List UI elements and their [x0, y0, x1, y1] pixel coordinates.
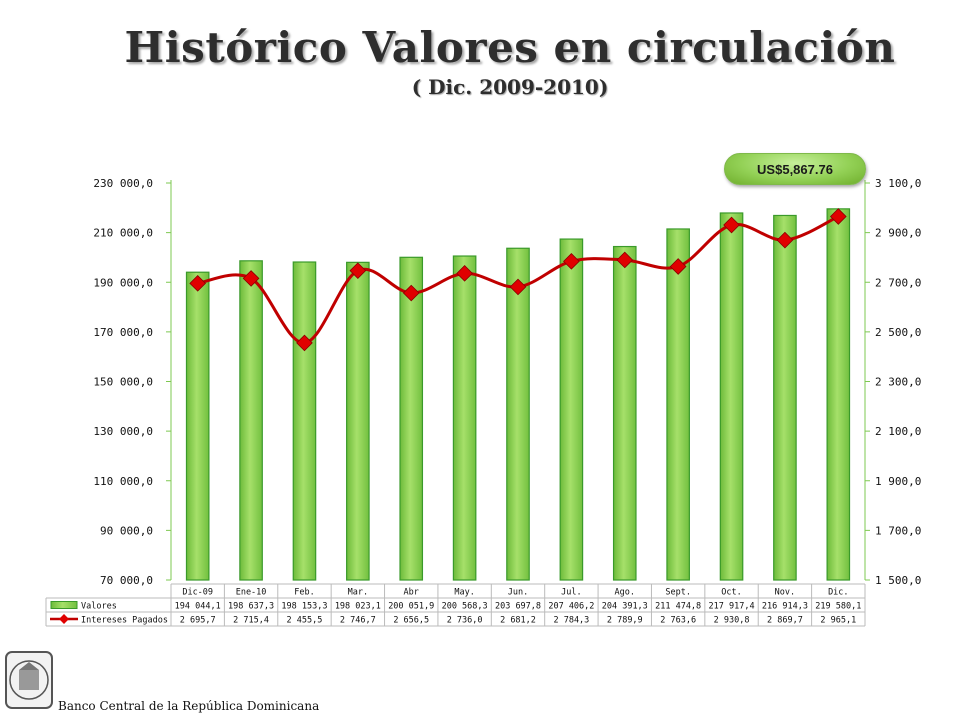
right-tick-label: 2 900,0: [875, 227, 921, 240]
line-marker: [669, 258, 687, 275]
right-tick-label: 2 100,0: [875, 425, 921, 438]
line-marker: [509, 278, 527, 296]
left-tick-label: 190 000,0: [93, 276, 153, 289]
category-label: Oct.: [721, 588, 741, 598]
data-label-valores: 203 697,8: [495, 602, 541, 612]
data-label-valores: 198 637,3: [228, 602, 274, 612]
line-marker: [189, 274, 207, 292]
line-marker: [296, 334, 313, 352]
right-tick-label: 1 900,0: [875, 475, 921, 488]
data-label-intereses: 2 965,1: [820, 616, 856, 626]
category-label: Dic-09: [182, 588, 213, 598]
category-label: Ene-10: [236, 588, 267, 598]
bar-valores: [559, 238, 584, 581]
bar-valores: [292, 261, 317, 581]
data-table: Dic-09 Ene-10 Feb. Mar. Abr May. Jun. Jul. Ago. S…: [45, 583, 866, 627]
category-label: Jul.: [561, 588, 581, 598]
data-label-valores: 216 914,3: [762, 602, 808, 612]
right-tick-label: 2 700,0: [875, 276, 921, 289]
data-label-valores: 200 051,9: [388, 602, 434, 612]
left-tick-label: 70 000,0: [100, 574, 153, 587]
data-label-intereses: 2 869,7: [767, 616, 803, 626]
left-tick-label: 210 000,0: [93, 227, 153, 240]
right-tick-label: 2 300,0: [875, 376, 921, 389]
page-title: Histórico Valores en circulación: [124, 23, 896, 72]
data-label-valores: 200 568,3: [442, 602, 488, 612]
bank-seal-logo: [2, 646, 56, 716]
line-marker: [616, 251, 634, 269]
line-layer: [189, 208, 847, 352]
legend-key-marker: [59, 614, 69, 624]
category-label: Sept.: [665, 588, 691, 598]
right-tick-label: 1 700,0: [875, 524, 921, 537]
data-label-valores: 211 474,8: [655, 602, 701, 612]
left-tick-label: 110 000,0: [93, 475, 153, 488]
line-marker: [563, 252, 580, 270]
bar-valores: [239, 260, 263, 581]
bar-valores: [826, 208, 851, 581]
data-label-intereses: 2 715,4: [233, 616, 269, 626]
right-tick-label: 3 100,0: [875, 177, 921, 190]
data-label-valores: 217 917,4: [709, 602, 755, 612]
right-axis: 1 500,0 1 700,0 1 900,0 2 100,0 2 300,0 2 500…: [864, 177, 921, 587]
line-marker: [456, 264, 473, 282]
data-label-intereses: 2 930,8: [714, 616, 750, 626]
legend-label-intereses: Intereses Pagados: [81, 616, 168, 626]
data-label-intereses: 2 656,5: [393, 616, 429, 626]
bar-valores: [185, 271, 210, 581]
line-marker: [723, 216, 740, 234]
line-marker: [349, 262, 367, 280]
data-label-intereses: 2 681,2: [500, 616, 536, 626]
category-label: Jun.: [508, 588, 528, 598]
data-label-valores: 204 391,3: [602, 602, 648, 612]
right-tick-label: 2 500,0: [875, 326, 921, 339]
left-tick-label: 150 000,0: [93, 376, 153, 389]
left-axis: 70 000,0 90 000,0 110 000,0 130 000,0 150 00…: [93, 177, 172, 587]
bar-valores: [506, 247, 530, 581]
legend-key-valores: [50, 601, 78, 609]
data-label-valores: 198 023,1: [335, 602, 381, 612]
title-block: Histórico Valores en circulación ( Dic. …: [0, 22, 960, 100]
left-tick-label: 230 000,0: [93, 177, 153, 190]
category-label: Feb.: [294, 588, 314, 598]
line-marker: [829, 208, 847, 225]
bar-valores: [452, 255, 477, 581]
data-label-intereses: 2 736,0: [447, 616, 483, 626]
category-label: Mar.: [348, 588, 368, 598]
data-label-intereses: 2 763,6: [660, 616, 696, 626]
footer-institution: Banco Central de la República Dominicana: [58, 699, 320, 713]
bar-valores: [666, 228, 690, 581]
category-label: Ago.: [615, 588, 635, 598]
data-label-intereses: 2 695,7: [180, 616, 216, 626]
data-label-valores: 219 580,1: [815, 602, 861, 612]
bar-valores: [719, 212, 744, 581]
bars: [185, 208, 851, 581]
data-label-intereses: 2 784,3: [553, 616, 589, 626]
bar-valores: [346, 261, 370, 581]
data-label-valores: 194 044,1: [175, 602, 221, 612]
category-label: Dic.: [828, 588, 848, 598]
left-tick-label: 130 000,0: [93, 425, 153, 438]
left-tick-label: 170 000,0: [93, 326, 153, 339]
data-label-intereses: 2 746,7: [340, 616, 376, 626]
bar-valores: [399, 256, 424, 581]
category-label: May.: [454, 588, 474, 598]
callout-badge: US$5,867.76: [724, 153, 866, 185]
data-label-intereses: 2 789,9: [607, 616, 643, 626]
right-tick-label: 1 500,0: [875, 574, 921, 587]
data-label-valores: 198 153,3: [281, 602, 327, 612]
data-label-valores: 207 406,2: [548, 602, 594, 612]
page-subtitle: ( Dic. 2009-2010): [411, 75, 609, 99]
category-label: Nov.: [775, 588, 795, 598]
left-tick-label: 90 000,0: [100, 524, 153, 537]
bar-valores: [612, 245, 637, 581]
data-label-intereses: 2 455,5: [287, 616, 323, 626]
line-marker: [402, 284, 420, 302]
legend-label-valores: Valores: [81, 602, 117, 612]
bar-valores: [773, 214, 797, 581]
line-marker: [776, 231, 794, 249]
category-label: Abr: [404, 588, 419, 598]
line-marker: [242, 270, 260, 287]
